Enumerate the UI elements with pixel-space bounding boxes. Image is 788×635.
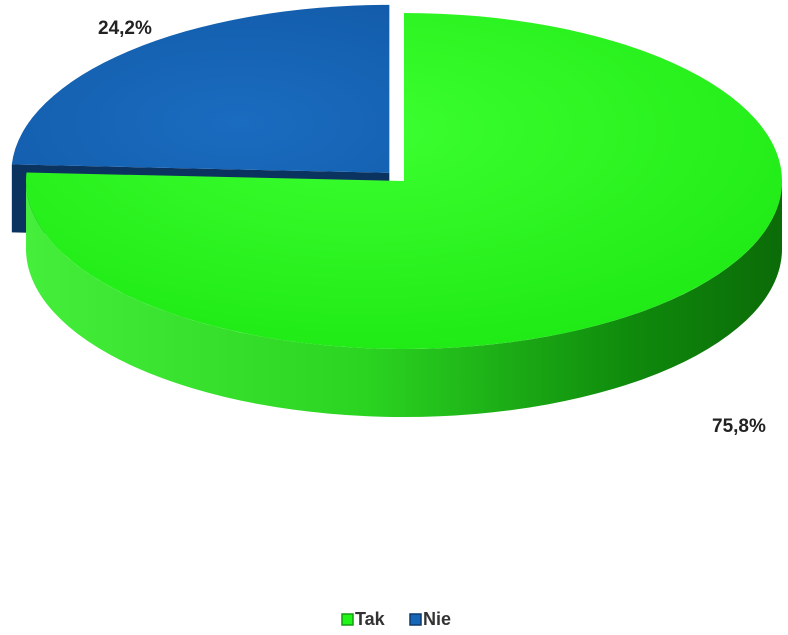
legend-swatch-tak	[341, 613, 354, 626]
legend: Tak Nie	[341, 609, 451, 629]
legend-label-tak: Tak	[355, 609, 386, 629]
pie-slice-tak	[26, 13, 782, 349]
data-label-nie: 24,2%	[98, 18, 152, 39]
legend-item-nie: Nie	[409, 609, 451, 629]
legend-label-nie: Nie	[423, 609, 451, 629]
data-label-tak: 75,8%	[712, 416, 766, 437]
legend-swatch-nie	[409, 613, 422, 626]
pie-side-tak	[25, 179, 783, 418]
pie-slice-nie	[11, 4, 390, 173]
legend-item-tak: Tak	[341, 609, 386, 629]
